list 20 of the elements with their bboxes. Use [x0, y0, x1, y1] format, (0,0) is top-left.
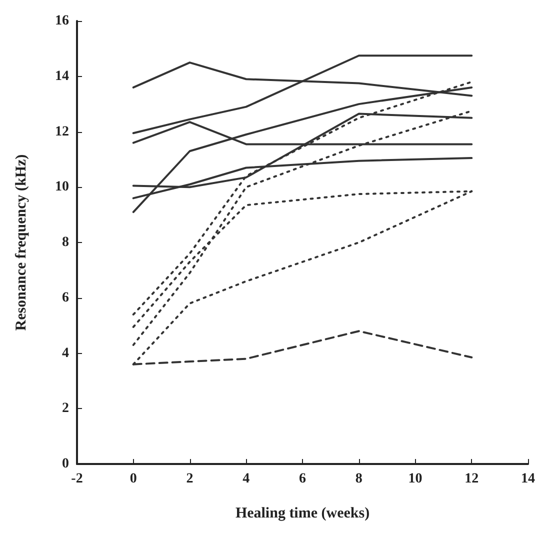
y-axis-title: Resonance frequency (kHz) [14, 154, 30, 331]
x-tick-label: 14 [521, 472, 535, 486]
y-tick-label: 0 [62, 456, 69, 472]
x-tick-label: 6 [299, 472, 306, 486]
x-tick-label: 10 [408, 472, 422, 486]
x-tick-label: 4 [242, 472, 250, 486]
y-tick-label: 14 [55, 68, 69, 84]
y-tick-label: 10 [55, 180, 69, 195]
x-tick-label: 8 [355, 472, 362, 486]
x-tick-label: -2 [71, 472, 83, 486]
x-tick-label: 12 [464, 472, 479, 486]
y-tick-label: 4 [62, 346, 69, 361]
y-tick-label: 6 [62, 290, 69, 306]
y-tick-label: 12 [55, 124, 69, 140]
x-tick-label: 2 [186, 472, 194, 486]
y-tick-label: 8 [62, 235, 69, 250]
x-axis-title: Healing time (weeks) [235, 506, 370, 522]
x-tick-label: 0 [130, 472, 137, 486]
y-tick-label: 16 [55, 14, 69, 28]
y-tick-label: 2 [62, 401, 69, 416]
